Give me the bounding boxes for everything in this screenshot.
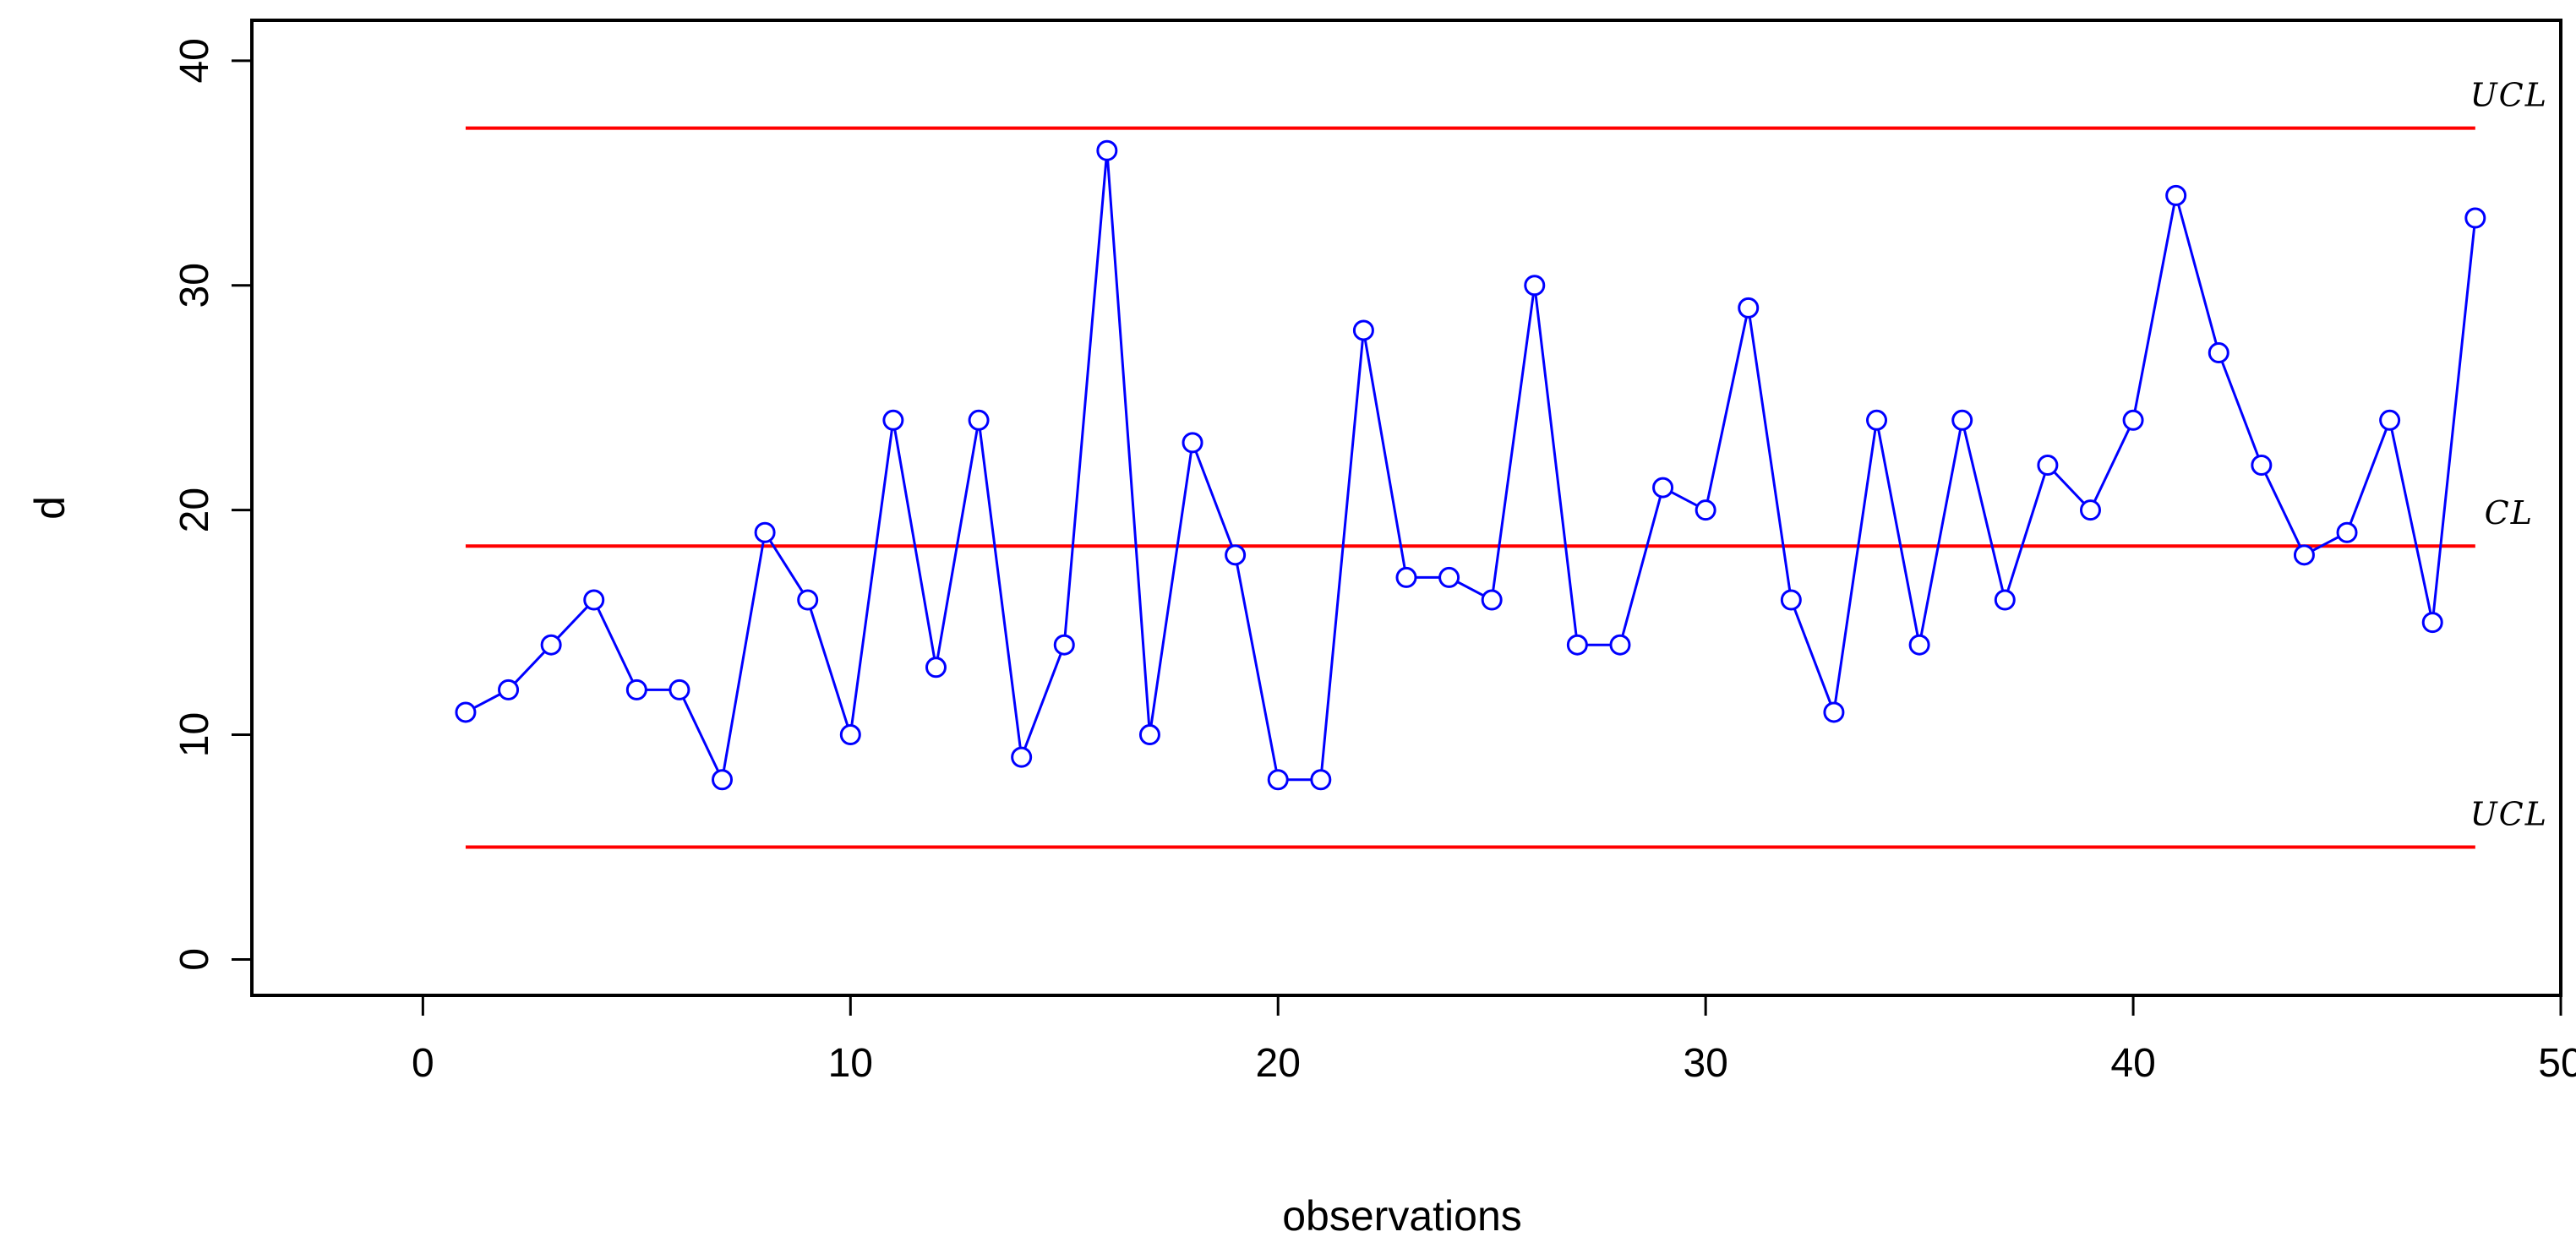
data-point	[2379, 409, 2401, 431]
x-tick-label: 50	[2538, 1041, 2576, 1086]
data-point	[1908, 634, 1930, 656]
series-line	[465, 150, 2477, 784]
data-point	[1481, 589, 1503, 611]
data-point	[540, 634, 562, 656]
data-point	[2421, 612, 2443, 634]
y-tick-label: 40	[172, 38, 217, 83]
data-point	[1352, 319, 1374, 341]
data-point	[625, 679, 647, 700]
data-point	[1823, 701, 1845, 723]
y-tick-label: 0	[172, 948, 217, 971]
data-point	[2208, 342, 2229, 364]
data-point	[2165, 184, 2187, 206]
data-point	[1182, 432, 1203, 454]
data-point	[839, 724, 861, 746]
data-point	[1652, 477, 1674, 499]
x-tick-label: 40	[2110, 1041, 2155, 1086]
data-point	[1310, 769, 1332, 791]
plot-frame	[250, 19, 2562, 997]
data-point	[1053, 634, 1075, 656]
data-point	[2464, 207, 2486, 229]
x-tick-label: 30	[1683, 1041, 1727, 1086]
data-point	[2037, 454, 2059, 476]
data-point	[669, 679, 690, 700]
data-point	[882, 409, 904, 431]
x-axis: 0 10 20 30 40 50	[412, 994, 2576, 1086]
x-tick-label: 0	[412, 1041, 434, 1086]
data-point	[2336, 521, 2358, 543]
data-point	[1738, 297, 1760, 319]
data-point	[1438, 566, 1460, 588]
control-line-label: CL	[2485, 494, 2534, 531]
data-point	[2251, 454, 2273, 476]
data-point	[1951, 409, 1973, 431]
data-point	[2079, 499, 2101, 521]
data-point	[455, 701, 477, 723]
data-point	[1096, 139, 1118, 161]
x-tick-label: 10	[828, 1041, 873, 1086]
data-point	[1138, 724, 1160, 746]
data-point	[1866, 409, 1888, 431]
data-point	[925, 657, 947, 679]
y-axis: 0 10 20 30 40	[172, 38, 254, 971]
data-point	[968, 409, 990, 431]
data-point	[1524, 275, 1546, 297]
data-point	[1267, 769, 1289, 791]
data-point	[1225, 544, 1247, 566]
y-tick-label: 10	[172, 712, 217, 757]
data-point	[498, 679, 520, 700]
data-point	[797, 589, 819, 611]
data-point	[2122, 409, 2144, 431]
data-point	[1780, 589, 1802, 611]
data-series	[455, 139, 2486, 791]
y-tick-label: 20	[172, 488, 217, 532]
y-tick-label: 30	[172, 263, 217, 308]
x-axis-title: observations	[1282, 1192, 1522, 1240]
data-point	[1566, 634, 1588, 656]
x-tick-label: 20	[1256, 1041, 1301, 1086]
data-point	[1011, 746, 1033, 768]
data-point	[1695, 499, 1716, 521]
data-point	[2293, 544, 2315, 566]
data-point	[583, 589, 605, 611]
data-point	[712, 769, 734, 791]
data-point	[1395, 566, 1417, 588]
data-point	[1609, 634, 1631, 656]
y-axis-title: d	[26, 496, 74, 520]
control-line-label: UCL	[2470, 77, 2548, 114]
data-point	[754, 521, 776, 543]
control-lines: UCL CL UCL	[465, 77, 2548, 849]
control-line-label: UCL	[2470, 796, 2548, 833]
data-point	[1994, 589, 2016, 611]
